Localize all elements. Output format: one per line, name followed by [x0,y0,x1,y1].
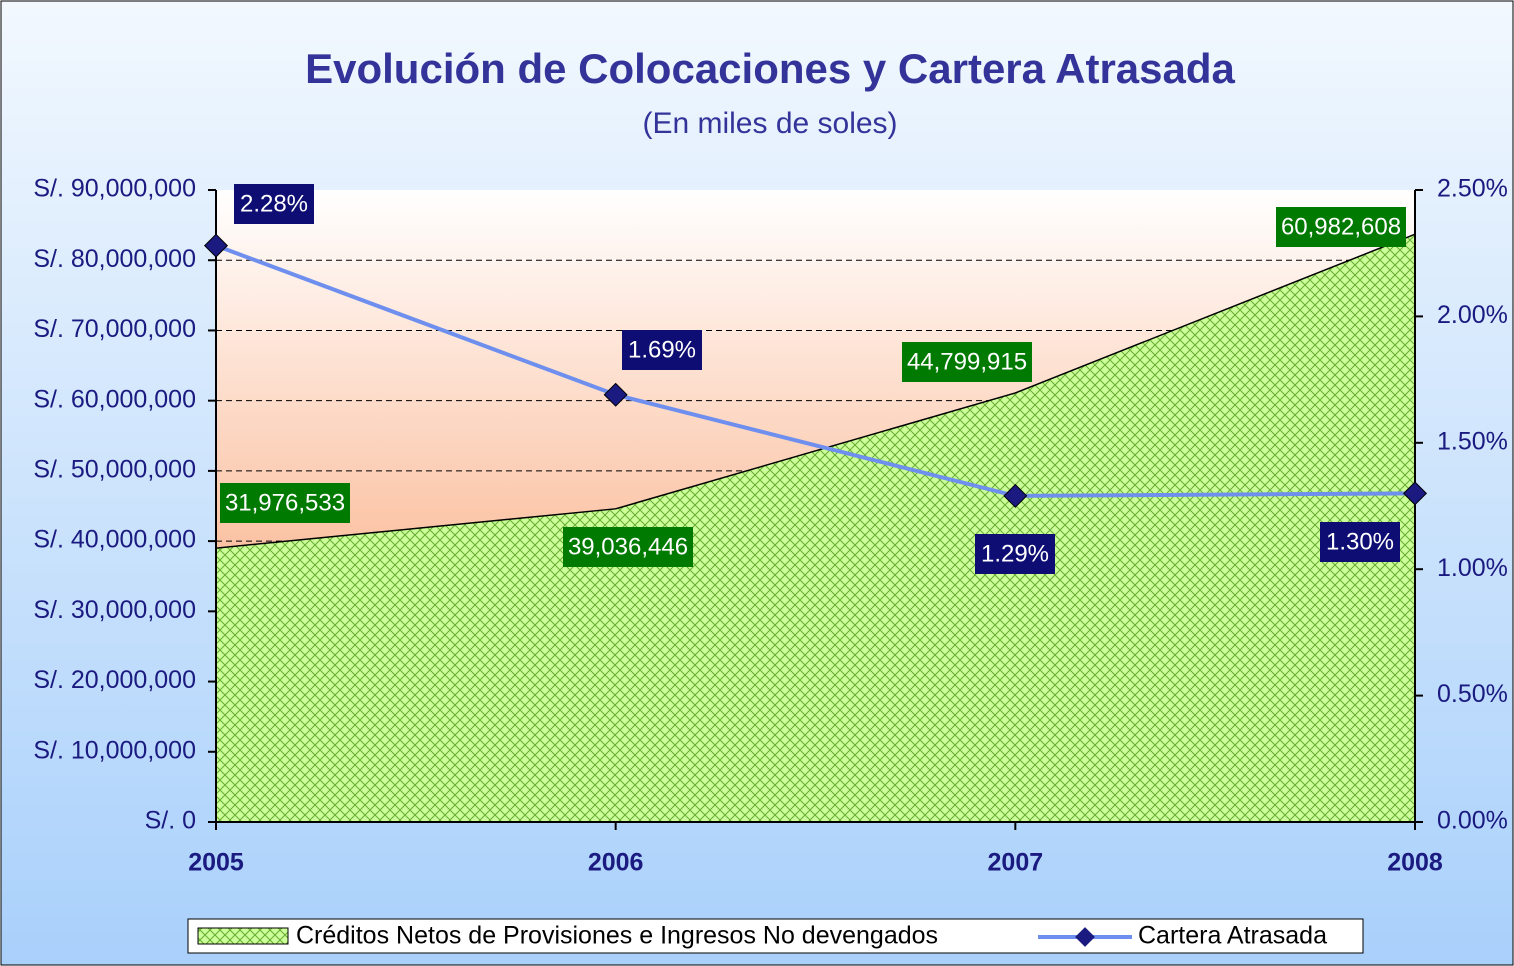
data-label-box [234,184,314,224]
data-label-box [1276,207,1406,247]
x-tick-label: 2006 [588,849,644,877]
y2-tick-label: 1.50% [1437,427,1508,455]
y2-tick-label: 0.00% [1437,807,1508,835]
data-label: 2.28% [240,190,308,217]
data-label: 44,799,915 [907,348,1027,375]
y-tick-label: S/. 30,000,000 [33,596,196,624]
legend-swatch [197,927,289,945]
data-label: 1.29% [981,540,1049,567]
data-label-box [622,330,702,370]
data-label: 60,982,608 [1281,213,1401,240]
data-label: 31,976,533 [225,489,345,516]
line [215,243,1416,498]
y-tick-label: S/. 90,000,000 [33,175,196,203]
chart-subtitle: (En miles de soles) [642,107,897,140]
y2-tick-label: 1.00% [1437,554,1508,582]
y2-tick-label: 2.00% [1437,301,1508,329]
y2-tick-label: 0.50% [1437,680,1508,708]
legend-box [187,918,1364,954]
data-label-box [563,527,693,567]
data-label: 39,036,446 [568,533,688,560]
y-tick-label: S/. 40,000,000 [33,526,196,554]
y-tick-label: S/. 20,000,000 [33,666,196,694]
x-tick-label: 2005 [188,849,244,877]
data-label-box [1320,522,1400,562]
data-label: 1.30% [1326,528,1394,555]
y-tick-label: S/. 50,000,000 [33,455,196,483]
y-tick-label: S/. 0 [145,807,196,835]
data-label: 1.69% [628,336,696,363]
y-tick-label: S/. 80,000,000 [33,245,196,273]
marker [203,233,229,258]
y-tick-label: S/. 10,000,000 [33,736,196,764]
data-label-box [975,534,1055,574]
legend: Créditos Netos de Provisiones e Ingresos… [187,918,1364,954]
y-tick-label: S/. 60,000,000 [33,385,196,413]
marker [1003,483,1028,508]
data-label-box [902,342,1032,382]
y-tick-label: S/. 70,000,000 [33,315,196,343]
marker [1402,481,1428,506]
legend-label: Créditos Netos de Provisiones e Ingresos… [296,922,938,950]
y2-tick-label: 2.50% [1437,175,1508,203]
legend-label: Cartera Atrasada [1138,922,1327,950]
x-tick-label: 2007 [988,849,1044,877]
data-label-box [220,483,350,523]
marker [603,382,628,407]
chart-title: Evolución de Colocaciones y Cartera Atra… [305,45,1235,92]
legend-marker [1075,927,1095,947]
x-tick-label: 2008 [1387,849,1443,877]
